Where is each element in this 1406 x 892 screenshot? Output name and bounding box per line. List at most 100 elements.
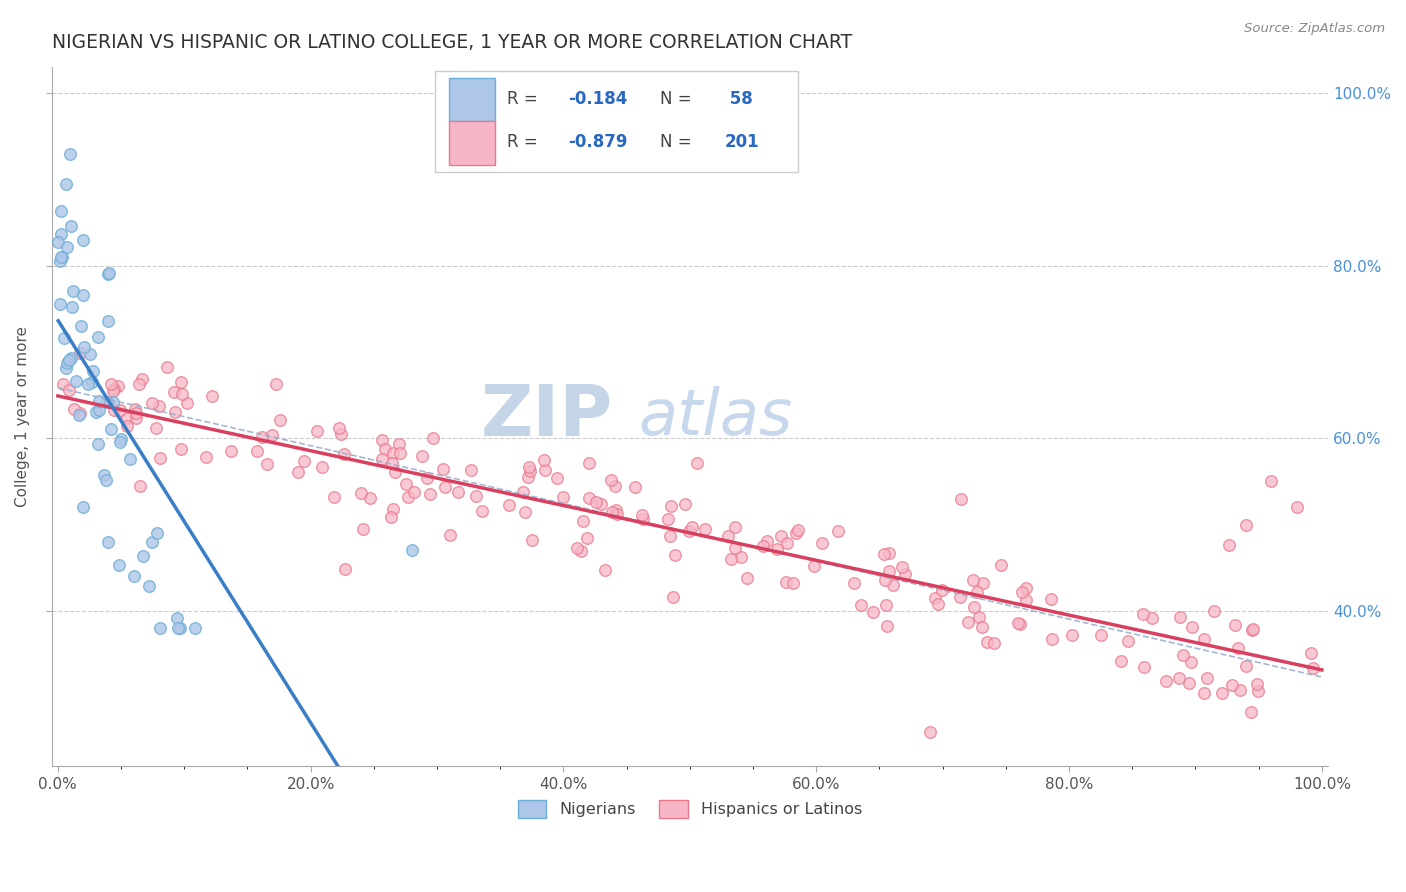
Point <box>730 549 752 564</box>
Point <box>673 497 696 511</box>
Point <box>1180 655 1202 669</box>
Point <box>1226 640 1249 655</box>
Point <box>950 491 973 506</box>
Point <box>599 473 621 487</box>
Point <box>67 408 90 422</box>
Point <box>62 300 84 314</box>
Point <box>1008 616 1031 631</box>
Point <box>1299 646 1322 660</box>
Text: N =: N = <box>661 90 697 108</box>
Point <box>752 539 775 553</box>
Point <box>384 465 406 479</box>
Text: Source: ZipAtlas.com: Source: ZipAtlas.com <box>1244 22 1385 36</box>
Point <box>70 318 93 333</box>
Point <box>983 636 1005 650</box>
Point <box>498 498 520 512</box>
Point <box>311 460 333 475</box>
Point <box>170 442 193 457</box>
Point <box>163 405 186 419</box>
Point <box>600 505 623 519</box>
Point <box>124 402 146 417</box>
Point <box>434 480 457 494</box>
Point <box>659 499 682 513</box>
Point <box>149 621 172 635</box>
Point <box>86 436 108 450</box>
Point <box>1218 538 1240 552</box>
Point <box>1195 671 1218 685</box>
Point <box>170 387 193 401</box>
Point <box>1090 628 1112 642</box>
Point <box>516 469 538 483</box>
Point <box>513 505 536 519</box>
Point <box>115 418 138 433</box>
Point <box>51 227 73 241</box>
Point <box>1234 517 1257 532</box>
Text: -0.879: -0.879 <box>568 133 628 152</box>
Point <box>349 485 371 500</box>
Point <box>1302 661 1324 675</box>
Point <box>87 393 110 408</box>
Point <box>52 377 75 392</box>
Point <box>103 382 125 396</box>
Point <box>250 429 273 443</box>
Point <box>873 547 896 561</box>
Point <box>1240 705 1263 719</box>
Point <box>782 576 804 591</box>
Point <box>827 524 849 538</box>
Point <box>735 571 758 585</box>
Point <box>328 421 350 435</box>
Point <box>990 558 1012 573</box>
Point <box>129 479 152 493</box>
Point <box>419 487 441 501</box>
Point <box>567 541 589 556</box>
Point <box>1142 611 1164 625</box>
Point <box>145 421 167 435</box>
Point <box>264 377 287 392</box>
Point <box>73 340 96 354</box>
Point <box>924 591 946 606</box>
Point <box>534 463 557 477</box>
Point <box>86 405 108 419</box>
Point <box>149 450 172 465</box>
Point <box>122 569 145 583</box>
Point <box>120 451 142 466</box>
Point <box>875 598 897 612</box>
Point <box>931 582 953 597</box>
Point <box>69 406 91 420</box>
Text: N =: N = <box>661 133 697 152</box>
Point <box>322 490 344 504</box>
Point <box>256 457 278 471</box>
Point <box>877 546 900 560</box>
Point <box>576 532 599 546</box>
Point <box>141 534 163 549</box>
Point <box>148 399 170 413</box>
Point <box>100 377 122 392</box>
Point <box>769 529 792 543</box>
Point <box>633 512 655 526</box>
Point <box>107 379 129 393</box>
Point <box>62 402 84 417</box>
Point <box>1260 475 1282 489</box>
Point <box>717 529 740 543</box>
Point <box>359 491 381 505</box>
Point <box>60 219 83 234</box>
Point <box>1039 591 1062 606</box>
Text: 201: 201 <box>724 133 759 152</box>
Point <box>195 450 218 465</box>
Text: ZIP: ZIP <box>481 383 613 451</box>
Point <box>79 347 101 361</box>
Point <box>411 450 433 464</box>
Point <box>1236 659 1258 673</box>
Point <box>329 427 352 442</box>
Point <box>1229 682 1251 697</box>
Point <box>578 456 600 470</box>
Point <box>624 480 647 494</box>
Point <box>1246 677 1268 691</box>
Point <box>52 331 75 345</box>
Point <box>533 452 555 467</box>
Point <box>661 591 683 605</box>
Point <box>1011 585 1033 599</box>
Point <box>388 437 411 451</box>
Point <box>1181 619 1204 633</box>
Point <box>381 456 404 470</box>
